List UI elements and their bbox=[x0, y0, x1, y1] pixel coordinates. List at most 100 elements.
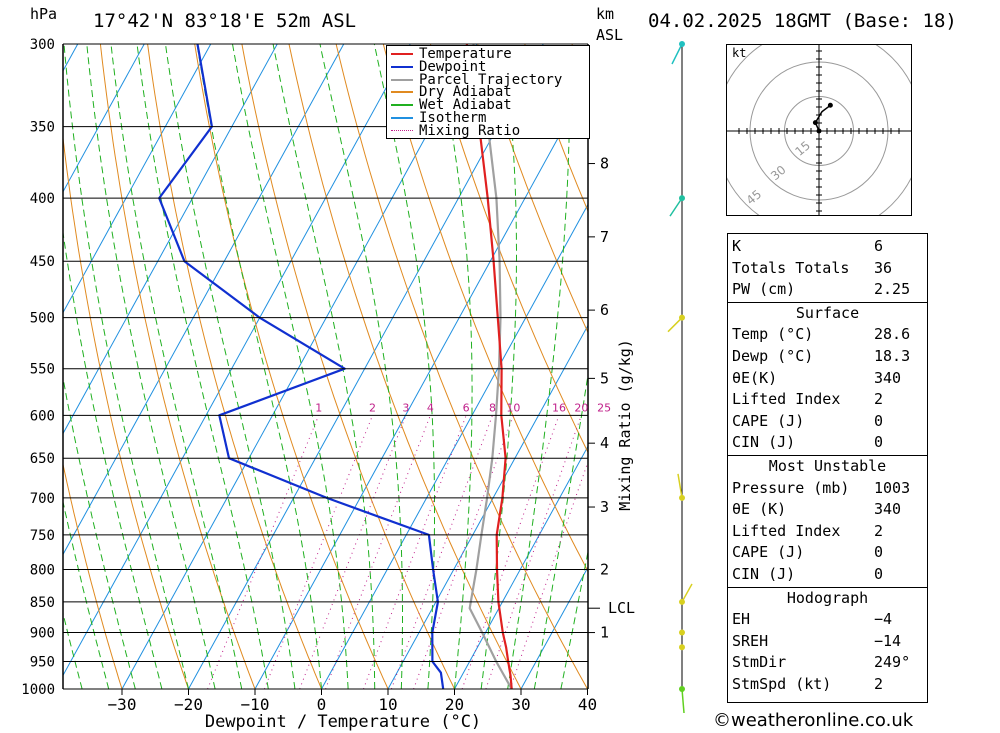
isotherm-line bbox=[520, 566, 588, 689]
stat-label: CIN (J) bbox=[732, 565, 796, 583]
stat-value: −4 bbox=[874, 610, 893, 629]
isotherm-line bbox=[63, 44, 411, 677]
stat-label: StmDir bbox=[732, 653, 787, 672]
pressure-tick-label: 800 bbox=[30, 562, 55, 578]
stat-value: 1003 bbox=[874, 478, 911, 497]
wind-level-dot bbox=[679, 686, 685, 692]
isotherm-line bbox=[63, 44, 212, 314]
legend-item: Isotherm bbox=[391, 110, 487, 126]
stat-row: Pressure (mb) 1003 bbox=[732, 478, 923, 499]
isotherm-line bbox=[454, 445, 588, 689]
stat-label: Lifted Index bbox=[732, 390, 841, 409]
stat-row: θE(K) 340 bbox=[732, 368, 923, 389]
mixing-ratio-line bbox=[263, 415, 374, 689]
stat-label: PW (cm) bbox=[732, 280, 796, 299]
stat-label: Lifted Index bbox=[732, 521, 841, 540]
stat-value: 340 bbox=[874, 368, 902, 387]
stat-value: 6 bbox=[874, 237, 884, 255]
mixing-ratio-line bbox=[363, 415, 467, 689]
location-title: 17°42'N 83°18'E 52m ASL bbox=[93, 10, 357, 32]
legend-label: Dry Adiabat bbox=[419, 84, 512, 101]
height-tick-label: 6 bbox=[600, 301, 609, 319]
km-label: km bbox=[596, 5, 615, 23]
mixing-ratio-line bbox=[509, 460, 588, 689]
stat-row: θE (K) 340 bbox=[732, 499, 923, 520]
legend-label: Temperature bbox=[419, 46, 512, 62]
legend-item: Dry Adiabat bbox=[391, 84, 512, 101]
legend-label: Wet Adiabat bbox=[419, 97, 512, 114]
hodograph-point bbox=[812, 120, 818, 126]
dry-adiabat-line bbox=[241, 44, 455, 689]
x-tick-label: −10 bbox=[241, 695, 270, 714]
hodograph-point bbox=[827, 102, 833, 108]
hodograph-panel: 15 30 45 kt bbox=[726, 44, 912, 216]
legend-swatch bbox=[391, 117, 413, 119]
wind-barb-column bbox=[667, 41, 693, 714]
wet-adiabat-line bbox=[63, 44, 189, 689]
stat-separator bbox=[728, 301, 927, 303]
chart-legend: Temperature Dewpoint Parcel Trajectory Dry … bbox=[386, 45, 590, 139]
stat-label: EH bbox=[732, 610, 751, 629]
pressure-tick-label: 650 bbox=[30, 451, 55, 467]
stat-row: EH −4 bbox=[732, 609, 923, 630]
height-tick-label: 4 bbox=[600, 434, 609, 452]
wet-adiabat-line bbox=[63, 499, 110, 689]
legend-label: Mixing Ratio bbox=[419, 122, 521, 139]
stat-value: 2 bbox=[874, 390, 884, 409]
stat-value: 18.3 bbox=[874, 347, 911, 365]
wind-level-dot bbox=[679, 598, 685, 605]
wet-adiabat-line bbox=[63, 229, 163, 689]
wind-barb bbox=[671, 43, 683, 65]
stat-row: Lifted Index 2 bbox=[732, 521, 923, 542]
mixing-ratio-axis-title: Mixing Ratio (g/kg) bbox=[616, 339, 634, 511]
lcl-label: LCL bbox=[608, 599, 635, 617]
mixing-ratio-label: 10 bbox=[506, 401, 520, 414]
pressure-tick-label: 700 bbox=[30, 491, 55, 507]
asl-label: ASL bbox=[596, 26, 624, 44]
wet-adiabat-line bbox=[196, 44, 322, 689]
dry-adiabat-line bbox=[63, 134, 189, 689]
dry-adiabat-line bbox=[477, 44, 588, 334]
x-axis-title: Dewpoint / Temperature (°C) bbox=[205, 712, 481, 732]
stability-indices-panel: K 6 Totals Totals 36 PW (cm) 2.25 Surface Temp … bbox=[727, 233, 928, 703]
stat-row: Totals Totals 36 bbox=[732, 258, 923, 279]
wet-adiabat-line bbox=[587, 684, 588, 689]
stat-value: 0 bbox=[874, 411, 884, 430]
stat-value: −14 bbox=[874, 631, 902, 650]
legend-swatch bbox=[391, 104, 413, 107]
mixing-ratio-label: 16 bbox=[552, 401, 566, 414]
wind-level-dot bbox=[679, 314, 685, 321]
mixing-ratio-label: 20 bbox=[574, 401, 588, 414]
wet-adiabat-line bbox=[110, 44, 243, 689]
stat-value: 2.25 bbox=[874, 280, 911, 299]
dry-adiabat-line bbox=[949, 44, 1000, 689]
stat-value: 36 bbox=[874, 258, 893, 277]
x-tick-label: −30 bbox=[108, 695, 137, 714]
dry-adiabat-line bbox=[429, 44, 588, 454]
x-tick-label: 30 bbox=[511, 695, 530, 714]
legend-swatch bbox=[391, 53, 413, 55]
wind-barb bbox=[667, 317, 683, 333]
x-tick-label: 40 bbox=[578, 695, 597, 714]
isotherm-line bbox=[121, 44, 478, 689]
stat-row: StmSpd (kt) 2 bbox=[732, 674, 923, 695]
isotherm-line bbox=[0, 44, 11, 689]
legend-swatch bbox=[391, 65, 413, 68]
datetime-title: 04.02.2025 18GMT (Base: 18) bbox=[648, 10, 957, 32]
height-tick-label: 7 bbox=[600, 228, 609, 246]
pressure-tick-label: 400 bbox=[30, 191, 55, 207]
wind-level-dot bbox=[679, 629, 685, 636]
legend-item: Dewpoint bbox=[391, 58, 487, 75]
pressure-tick-label: 300 bbox=[30, 37, 55, 53]
wind-level-dot bbox=[679, 41, 685, 47]
stat-row: SREH −14 bbox=[732, 631, 923, 652]
stat-row: Lifted Index 2 bbox=[732, 389, 923, 410]
pressure-tick-label: 550 bbox=[30, 362, 55, 378]
legend-label: Isotherm bbox=[419, 110, 487, 126]
legend-swatch bbox=[391, 130, 413, 132]
mixing-ratio-line bbox=[325, 415, 431, 689]
legend-label: Parcel Trajectory bbox=[419, 71, 563, 88]
legend-label: Dewpoint bbox=[419, 58, 487, 75]
stat-row: PW (cm) 2.25 bbox=[732, 279, 923, 300]
